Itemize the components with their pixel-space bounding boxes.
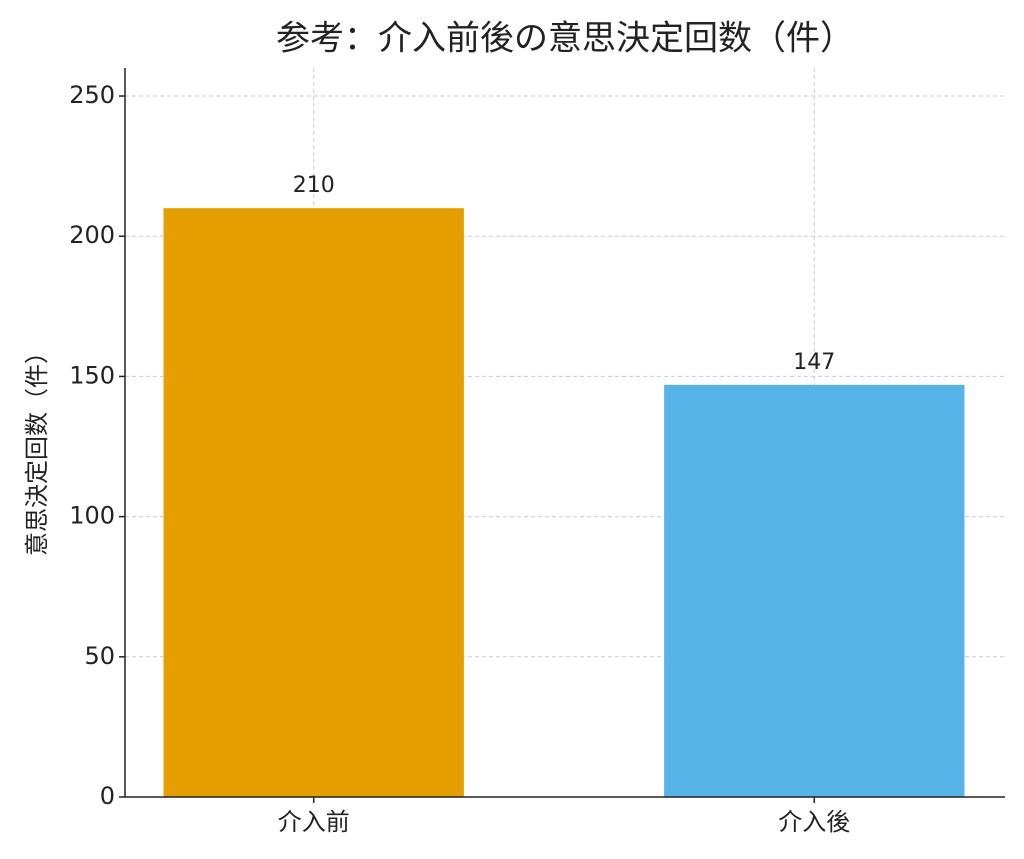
y-tick-label: 100: [69, 502, 115, 530]
value-label: 147: [793, 350, 835, 375]
x-tick-label: 介入前: [278, 808, 350, 836]
x-tick-label: 介入後: [778, 808, 850, 836]
y-tick-label: 150: [69, 361, 115, 389]
bar: [163, 208, 464, 797]
y-tick-label: 200: [69, 221, 115, 249]
y-axis-label: 意思決定回数（件）: [23, 340, 51, 556]
y-tick-label: 0: [100, 782, 115, 810]
chart-title: 参考：介入前後の意思決定回数（件）: [276, 19, 854, 59]
y-tick-label: 250: [69, 81, 115, 109]
y-tick-label: 50: [84, 642, 115, 670]
bar: [664, 384, 965, 797]
value-label: 210: [293, 173, 335, 198]
